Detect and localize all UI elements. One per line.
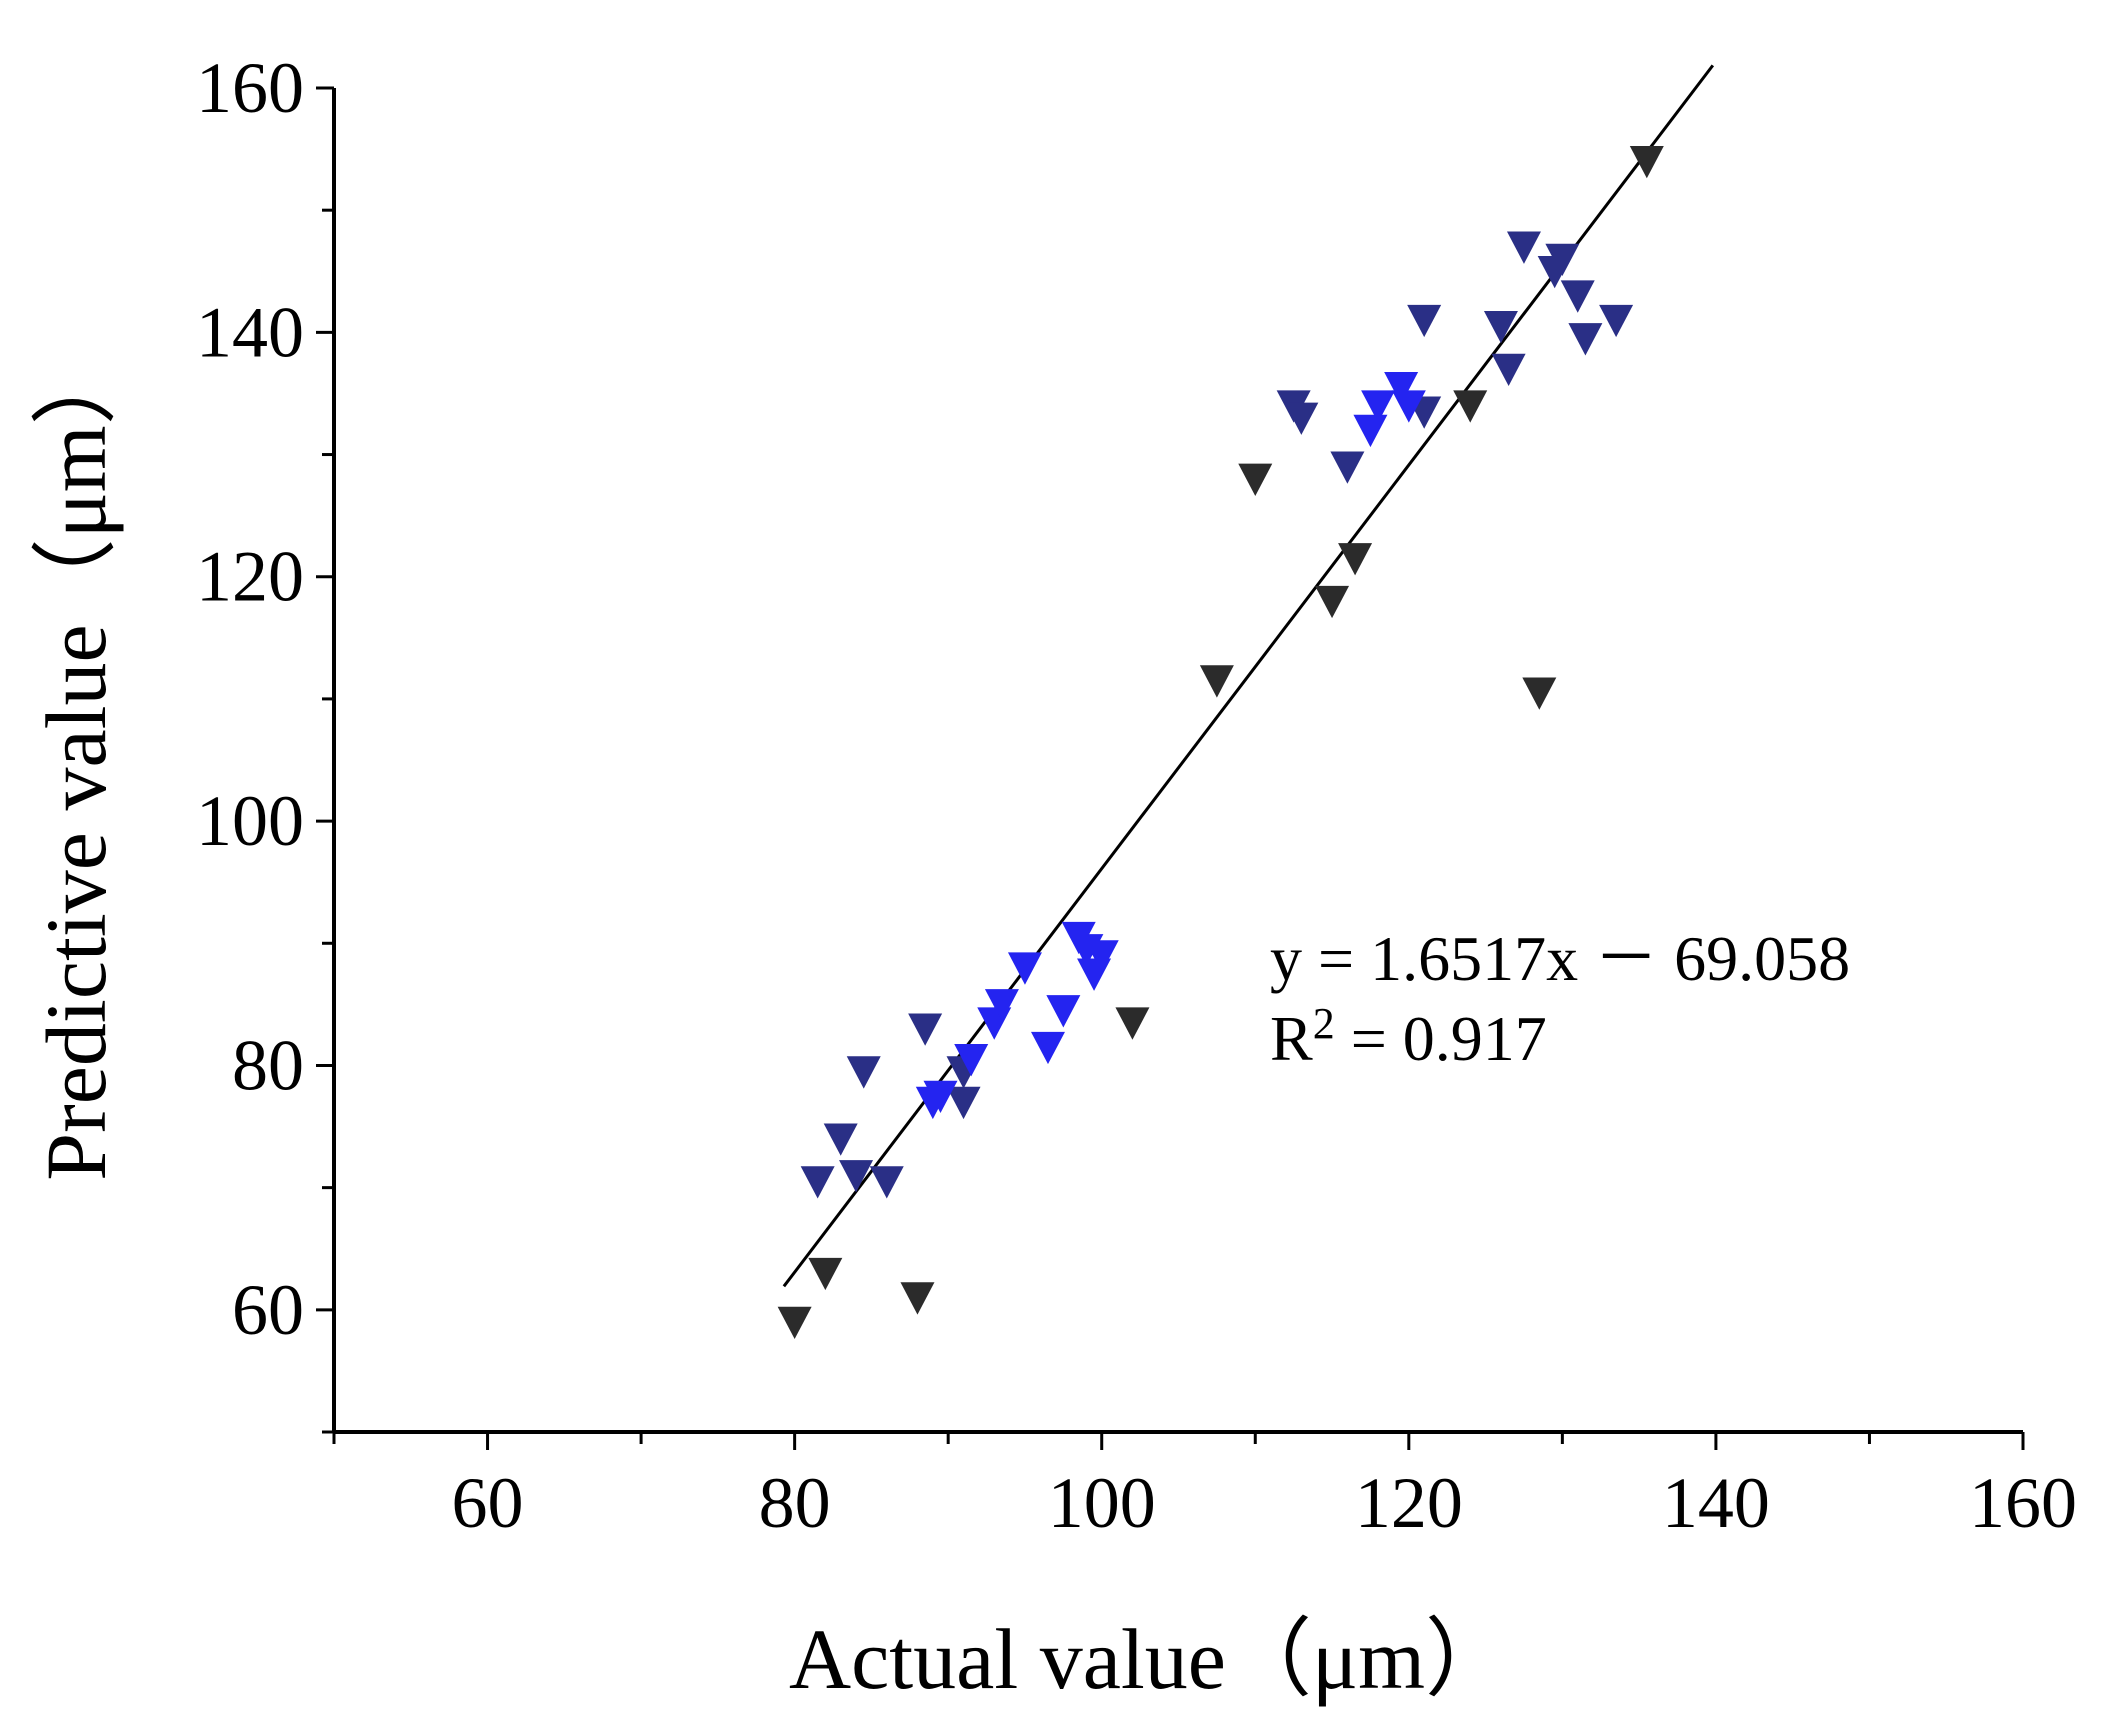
data-point xyxy=(1522,677,1557,710)
regression-annotation: y = 1.6517x － 69.058 R2 = 0.917 xyxy=(1270,923,1850,1074)
r-squared-prefix: R xyxy=(1270,1003,1313,1074)
data-point xyxy=(1115,1007,1150,1040)
data-point xyxy=(839,1160,874,1193)
data-point xyxy=(1568,323,1603,356)
data-point xyxy=(946,1086,981,1120)
data-point xyxy=(800,1166,835,1199)
data-point xyxy=(908,1013,943,1046)
x-tick-label: 120 xyxy=(1355,1463,1463,1543)
data-point xyxy=(1391,390,1426,423)
x-tick-label: 60 xyxy=(452,1463,524,1543)
data-point xyxy=(1007,952,1042,985)
data-point xyxy=(1453,390,1488,423)
data-point xyxy=(1084,940,1119,973)
y-tick-label: 100 xyxy=(196,781,304,861)
data-point xyxy=(900,1282,935,1315)
regression-equation: y = 1.6517x － 69.058 xyxy=(1270,923,1850,994)
y-tick-label: 80 xyxy=(232,1025,304,1105)
data-point xyxy=(1315,585,1350,619)
x-ticks: 60 80 100 120 140 160 xyxy=(332,1432,2077,1543)
r-squared: R2 = 0.917 xyxy=(1270,999,1547,1074)
data-point xyxy=(1330,451,1365,484)
data-point xyxy=(1407,304,1442,338)
data-point xyxy=(777,1306,812,1340)
data-point xyxy=(1199,665,1234,698)
data-point xyxy=(1483,310,1518,344)
data-point xyxy=(1506,231,1541,264)
y-tick-label: 120 xyxy=(196,537,304,617)
data-point xyxy=(954,1044,989,1077)
data-point xyxy=(923,1080,958,1113)
data-point xyxy=(1491,353,1526,387)
data-point xyxy=(846,1056,881,1089)
data-point xyxy=(984,989,1019,1022)
x-axis-title: Actual value（μm） xyxy=(789,1611,1511,1707)
x-tick-label: 100 xyxy=(1048,1463,1156,1543)
data-point xyxy=(869,1166,904,1199)
y-tick-label: 60 xyxy=(232,1270,304,1350)
data-point xyxy=(1046,995,1081,1028)
r-squared-value: = 0.917 xyxy=(1335,1003,1547,1074)
data-point xyxy=(1599,304,1634,338)
data-point xyxy=(1384,372,1419,405)
data-point xyxy=(1338,543,1373,576)
data-point xyxy=(1545,243,1580,277)
y-axis-title: Predictive value（μm） xyxy=(28,339,124,1180)
data-point xyxy=(823,1123,858,1156)
data-point xyxy=(1361,390,1396,423)
data-points xyxy=(777,146,1664,1340)
data-point xyxy=(1284,402,1319,435)
data-point xyxy=(1560,280,1595,313)
x-tick-label: 140 xyxy=(1662,1463,1770,1543)
y-tick-label: 160 xyxy=(196,48,304,128)
x-tick-label: 80 xyxy=(759,1463,831,1543)
data-point xyxy=(1629,146,1664,179)
r-squared-superscript: 2 xyxy=(1313,999,1335,1048)
y-ticks: 60 80 100 120 140 160 xyxy=(196,48,334,1434)
axes xyxy=(332,88,2023,1434)
data-point xyxy=(808,1257,843,1291)
data-point xyxy=(1030,1031,1065,1065)
y-tick-label: 140 xyxy=(196,292,304,372)
x-tick-label: 160 xyxy=(1969,1463,2077,1543)
data-point xyxy=(1238,463,1273,496)
data-point xyxy=(1353,414,1388,448)
